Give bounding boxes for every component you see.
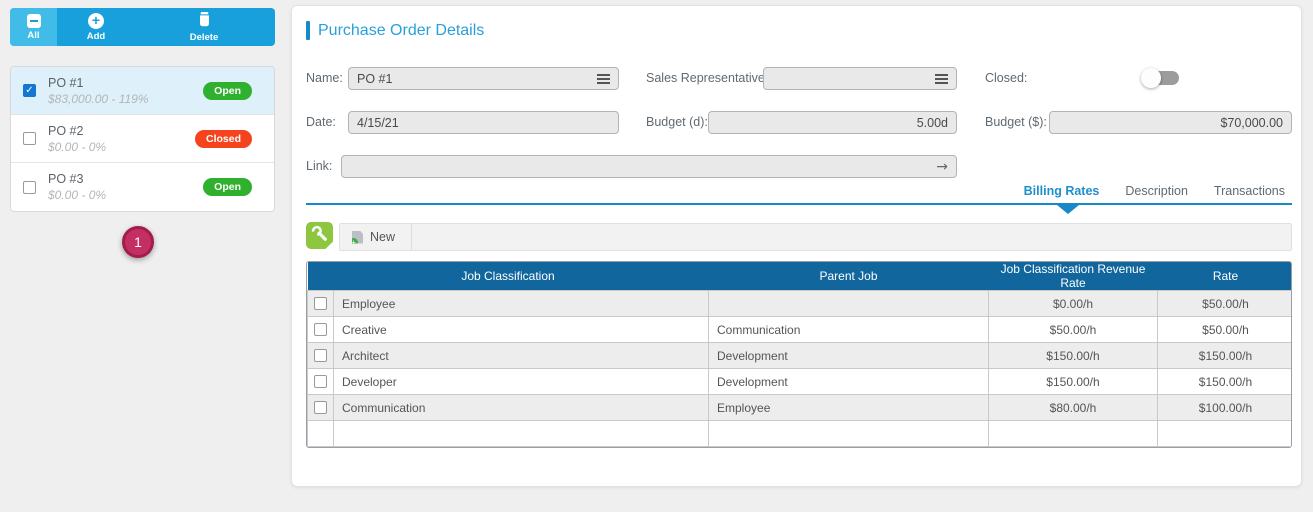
sales-rep-label: Sales Representative: <box>646 71 769 85</box>
col-job-classification[interactable]: Job Classification <box>307 262 709 291</box>
status-badge: Closed <box>194 129 252 148</box>
po-1-checkbox[interactable]: ✓ <box>23 84 36 97</box>
po-list: ✓ PO #1 $83,000.00 - 119% Open PO #2 $0.… <box>10 66 275 212</box>
date-label: Date: <box>306 115 336 129</box>
new-label: New <box>370 230 396 244</box>
table-row[interactable]: Communication Employee $80.00/h $100.00/… <box>307 394 1291 421</box>
table-empty-row[interactable] <box>307 420 1291 447</box>
name-label: Name: <box>306 71 343 85</box>
grid-toolbar: + New <box>339 223 1292 251</box>
add-label: Add <box>86 30 106 42</box>
row-checkbox[interactable] <box>314 401 327 414</box>
arrow-right-icon[interactable]: → <box>936 158 948 175</box>
po-name: PO #1 <box>48 75 84 90</box>
date-input[interactable]: 4/15/21 <box>348 111 619 134</box>
wrench-icon <box>309 223 330 249</box>
po-list-item-3[interactable]: PO #3 $0.00 - 0% Open <box>11 163 274 211</box>
row-checkbox[interactable] <box>314 349 327 362</box>
panel-header: Purchase Order Details <box>306 21 484 40</box>
page-title: Purchase Order Details <box>318 21 485 39</box>
po-summary: $0.00 - 0% <box>48 139 107 154</box>
select-all-checkbox-icon <box>26 13 41 28</box>
po-3-checkbox[interactable] <box>23 180 36 194</box>
tab-underline <box>306 203 1292 205</box>
name-input[interactable]: PO #1 <box>348 67 619 90</box>
budget-days-label: Budget (d): <box>646 115 708 129</box>
closed-label: Closed: <box>985 71 1028 85</box>
table-row[interactable]: Employee $0.00/h $50.00/h <box>307 290 1291 317</box>
po-summary: $0.00 - 0% <box>48 188 107 202</box>
po-name: PO #2 <box>48 123 84 138</box>
closed-toggle[interactable] <box>1141 68 1179 88</box>
details-panel: Purchase Order Details Name: PO #1 Sales… <box>291 5 1302 487</box>
status-badge: Open <box>203 178 252 196</box>
tab-description[interactable]: Description <box>1125 184 1188 198</box>
status-badge: Open <box>203 81 252 100</box>
col-parent-job[interactable]: Parent Job <box>708 262 989 291</box>
row-checkbox[interactable] <box>314 375 327 388</box>
delete-label: Delete <box>189 32 219 43</box>
po-list-toolbar: All + Add Delete <box>10 8 275 46</box>
col-revenue-rate[interactable]: Job Classification Revenue Rate <box>988 262 1158 291</box>
po-summary: $83,000.00 - 119% <box>48 91 149 106</box>
budget-dollars-label: Budget ($): <box>985 115 1047 129</box>
menu-icon[interactable] <box>597 77 610 80</box>
table-row[interactable]: Architect Development $150.00/h $150.00/… <box>307 342 1291 369</box>
tab-billing-rates[interactable]: Billing Rates <box>1023 184 1100 198</box>
table-row[interactable]: Creative Communication $50.00/h $50.00/h <box>307 316 1291 343</box>
accent-bar <box>306 21 310 40</box>
trash-icon <box>197 11 212 30</box>
table-row[interactable]: Developer Development $150.00/h $150.00/… <box>307 368 1291 395</box>
tab-transactions[interactable]: Transactions <box>1213 184 1285 198</box>
link-input[interactable]: → <box>341 155 957 178</box>
billing-rates-table: Job Classification Parent Job Job Classi… <box>306 261 1292 448</box>
active-tab-caret <box>1057 205 1079 214</box>
budget-dollars-input[interactable]: $70,000.00 <box>1049 111 1292 134</box>
sales-rep-input[interactable] <box>763 67 957 90</box>
detail-tabs: Billing Rates Description Transactions <box>1024 184 1285 204</box>
settings-wrench-button[interactable] <box>306 222 333 249</box>
row-checkbox[interactable] <box>314 297 327 310</box>
link-label: Link: <box>306 159 333 173</box>
po-2-checkbox[interactable] <box>23 132 36 145</box>
po-list-item-2[interactable]: PO #2 $0.00 - 0% Closed <box>11 115 274 163</box>
delete-po-button[interactable]: Delete <box>179 8 229 46</box>
menu-icon[interactable] <box>935 77 948 80</box>
col-rate[interactable]: Rate <box>1157 262 1291 291</box>
po-list-item-1[interactable]: ✓ PO #1 $83,000.00 - 119% Open <box>11 67 274 115</box>
add-po-button[interactable]: + Add <box>73 8 119 46</box>
annotation-badge-1: 1 <box>122 226 154 258</box>
new-row-button[interactable]: + New <box>340 224 413 250</box>
select-all-label: All <box>27 29 40 41</box>
new-document-icon: + <box>352 230 363 244</box>
row-checkbox[interactable] <box>314 323 327 336</box>
select-all-button[interactable]: All <box>10 8 57 46</box>
add-icon: + <box>88 12 104 29</box>
po-name: PO #3 <box>48 172 84 186</box>
table-header-row: Job Classification Parent Job Job Classi… <box>307 262 1291 291</box>
budget-days-input[interactable]: 5.00d <box>708 111 957 134</box>
